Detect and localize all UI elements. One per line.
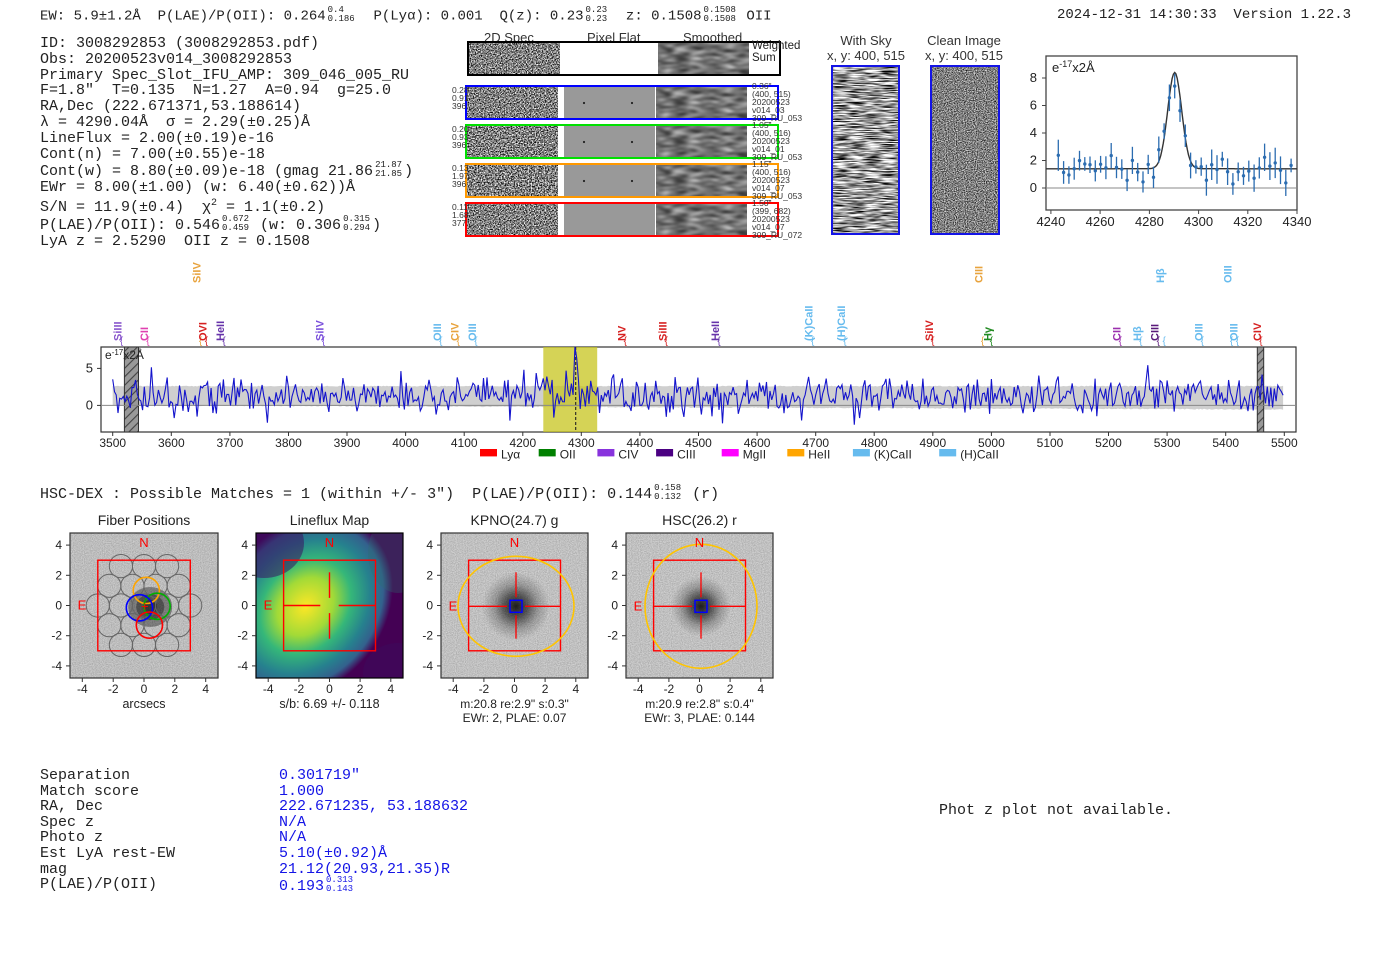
- svg-text:3800: 3800: [275, 436, 302, 450]
- svg-text:OIII: OIII: [1223, 265, 1235, 283]
- svg-text:4000: 4000: [392, 436, 419, 450]
- svg-text:MgII: MgII: [743, 447, 766, 461]
- svg-text:(K)CaII: (K)CaII: [874, 447, 912, 461]
- svg-text:3500: 3500: [99, 436, 126, 450]
- svg-text:3700: 3700: [217, 436, 244, 450]
- svg-text:3900: 3900: [334, 436, 361, 450]
- svg-text:{: {: [1163, 336, 1167, 347]
- svg-text:OII: OII: [560, 447, 576, 461]
- svg-text:e-17x2Å: e-17x2Å: [105, 347, 144, 362]
- svg-text:(H)CaII: (H)CaII: [960, 447, 999, 461]
- svg-text:CIII: CIII: [974, 266, 986, 283]
- svg-text:CIII: CIII: [677, 447, 696, 461]
- svg-text:5: 5: [86, 360, 93, 375]
- svg-text:5400: 5400: [1212, 436, 1239, 450]
- svg-text:0: 0: [86, 397, 93, 412]
- svg-text:5200: 5200: [1095, 436, 1122, 450]
- svg-text:4100: 4100: [451, 436, 478, 450]
- svg-text:5100: 5100: [1037, 436, 1064, 450]
- svg-text:3600: 3600: [158, 436, 185, 450]
- svg-text:SiIV: SiIV: [192, 262, 204, 283]
- svg-text:5500: 5500: [1271, 436, 1298, 450]
- svg-text:5300: 5300: [1154, 436, 1181, 450]
- svg-text:Lyα: Lyα: [501, 447, 520, 461]
- svg-text:Hβ: Hβ: [1155, 268, 1167, 283]
- svg-text:CIV: CIV: [618, 447, 638, 461]
- svg-text:4900: 4900: [919, 436, 946, 450]
- svg-text:HeII: HeII: [808, 447, 830, 461]
